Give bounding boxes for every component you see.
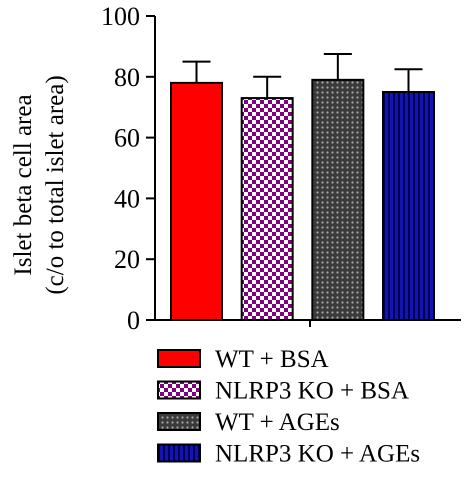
y-tick-label: 40	[114, 184, 140, 213]
legend-swatch-1	[157, 349, 201, 368]
y-tick-label: 100	[101, 2, 140, 31]
legend-label-1: WT + BSA	[215, 346, 329, 373]
y-tick-label: 20	[114, 245, 140, 274]
y-tick-label: 60	[114, 124, 140, 153]
y-tick-label: 80	[114, 63, 140, 92]
legend: WT + BSA NLRP3 KO + BSA WT + AGEs NLRP3 KO …	[157, 346, 420, 468]
legend-swatch-2	[157, 380, 201, 400]
legend-label-3: WT + AGEs	[215, 409, 340, 436]
legend-label-4: NLRP3 KO + AGEs	[215, 441, 420, 468]
y-axis-label-group: Islet beta cell area (c/o to total islet…	[10, 75, 69, 294]
bar-4	[382, 91, 436, 321]
y-tick-label: 0	[127, 306, 140, 335]
bars	[170, 53, 436, 321]
axes: 0 20 40 60 80 100	[101, 2, 461, 335]
legend-swatch-3	[157, 412, 201, 431]
y-axis-label-line1: Islet beta cell area	[10, 94, 37, 275]
bar-2	[240, 97, 294, 321]
legend-swatch-4	[157, 443, 201, 463]
bar-3	[311, 78, 365, 321]
y-axis-label-line2: (c/o to total islet area)	[42, 75, 69, 294]
legend-label-2: NLRP3 KO + BSA	[215, 378, 409, 405]
bar-1	[170, 81, 223, 321]
